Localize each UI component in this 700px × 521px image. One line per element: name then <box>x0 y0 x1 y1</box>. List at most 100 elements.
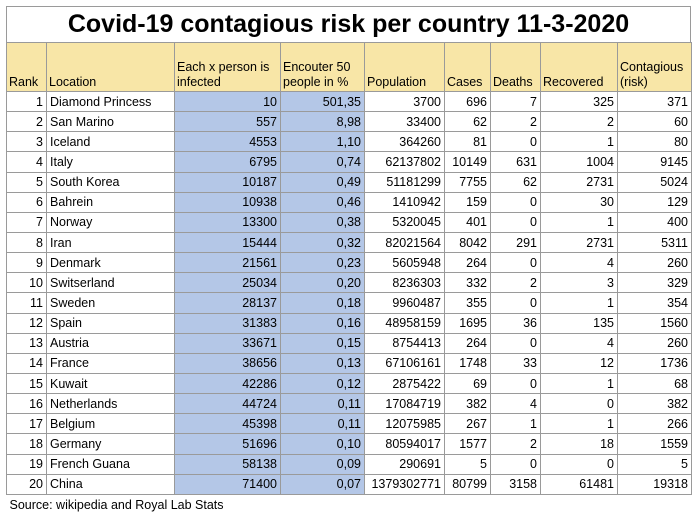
each-x-cell: 33671 <box>174 332 281 354</box>
location-cell: Netherlands <box>46 393 175 415</box>
table-row: 2 San Marino 557 8,98 33400 62 2 2 60 <box>6 111 692 133</box>
deaths-cell: 7 <box>490 90 541 113</box>
encounter-cell: 0,46 <box>280 191 365 213</box>
sheet-title: Covid-19 contagious risk per country 11-… <box>6 6 691 42</box>
contagious-cell: 354 <box>617 292 692 314</box>
recovered-cell: 2731 <box>540 231 618 254</box>
table-row: 15 Kuwait 42286 0,12 2875422 69 0 1 68 <box>6 372 692 395</box>
contagious-cell: 80 <box>617 131 692 153</box>
contagious-cell: 1560 <box>617 312 692 334</box>
deaths-cell: 1 <box>490 413 541 435</box>
population-cell: 17084719 <box>364 393 445 415</box>
deaths-cell: 4 <box>490 393 541 415</box>
deaths-cell: 0 <box>490 191 541 213</box>
encounter-cell: 0,49 <box>280 171 365 193</box>
rank-cell: 13 <box>6 332 47 354</box>
deaths-cell: 291 <box>490 231 541 254</box>
location-cell: Italy <box>46 151 175 173</box>
recovered-cell: 1 <box>540 292 618 314</box>
deaths-cell: 0 <box>490 252 541 274</box>
encounter-cell: 1,10 <box>280 131 365 153</box>
contagious-cell: 5 <box>617 453 692 475</box>
recovered-cell: 4 <box>540 332 618 354</box>
contagious-cell: 68 <box>617 372 692 395</box>
deaths-cell: 2 <box>490 111 541 133</box>
table-row: 18 Germany 51696 0,10 80594017 1577 2 18 1559 <box>6 433 692 455</box>
rank-cell: 7 <box>6 211 47 233</box>
table-row: 1 Diamond Princess 10 501,35 3700 696 7 325 371 <box>6 90 692 113</box>
each-x-cell: 45398 <box>174 413 281 435</box>
rank-cell: 17 <box>6 413 47 435</box>
cases-cell: 382 <box>444 393 491 415</box>
each-x-cell: 10187 <box>174 171 281 193</box>
contagious-cell: 329 <box>617 272 692 294</box>
population-cell: 2875422 <box>364 372 445 395</box>
cases-cell: 10149 <box>444 151 491 173</box>
contagious-cell: 371 <box>617 90 692 113</box>
location-cell: France <box>46 352 175 374</box>
each-x-cell: 557 <box>174 111 281 133</box>
location-cell: Germany <box>46 433 175 455</box>
each-x-cell: 58138 <box>174 453 281 475</box>
deaths-cell: 0 <box>490 211 541 233</box>
location-cell: Norway <box>46 211 175 233</box>
col-header-each-x: Each x person is infected <box>174 42 281 92</box>
recovered-cell: 3 <box>540 272 618 294</box>
contagious-cell: 60 <box>617 111 692 133</box>
table-row: 4 Italy 6795 0,74 62137802 10149 631 1004 9145 <box>6 151 692 173</box>
each-x-cell: 38656 <box>174 352 281 374</box>
encounter-cell: 0,10 <box>280 433 365 455</box>
population-cell: 1379302771 <box>364 473 445 495</box>
recovered-cell: 18 <box>540 433 618 455</box>
each-x-cell: 25034 <box>174 272 281 294</box>
population-cell: 364260 <box>364 131 445 153</box>
deaths-cell: 0 <box>490 292 541 314</box>
cases-cell: 5 <box>444 453 491 475</box>
table-row: 13 Austria 33671 0,15 8754413 264 0 4 260 <box>6 332 692 354</box>
rank-cell: 9 <box>6 252 47 274</box>
recovered-cell: 30 <box>540 191 618 213</box>
table-row: 16 Netherlands 44724 0,11 17084719 382 4 0 382 <box>6 393 692 415</box>
each-x-cell: 10938 <box>174 191 281 213</box>
recovered-cell: 0 <box>540 453 618 475</box>
table-row: 14 France 38656 0,13 67106161 1748 33 12 1736 <box>6 352 692 374</box>
population-cell: 12075985 <box>364 413 445 435</box>
recovered-cell: 135 <box>540 312 618 334</box>
population-cell: 62137802 <box>364 151 445 173</box>
rank-cell: 10 <box>6 272 47 294</box>
recovered-cell: 2 <box>540 111 618 133</box>
cases-cell: 264 <box>444 252 491 274</box>
table-row: 8 Iran 15444 0,32 82021564 8042 291 2731 5311 <box>6 231 692 254</box>
recovered-cell: 61481 <box>540 473 618 495</box>
rank-cell: 4 <box>6 151 47 173</box>
col-header-recovered: Recovered <box>540 42 618 92</box>
location-cell: China <box>46 473 175 495</box>
recovered-cell: 1 <box>540 413 618 435</box>
deaths-cell: 631 <box>490 151 541 173</box>
cases-cell: 80799 <box>444 473 491 495</box>
encounter-cell: 0,18 <box>280 292 365 314</box>
rank-cell: 6 <box>6 191 47 213</box>
population-cell: 51181299 <box>364 171 445 193</box>
sheet: Covid-19 contagious risk per country 11-… <box>6 6 692 515</box>
population-cell: 8236303 <box>364 272 445 294</box>
cases-cell: 696 <box>444 90 491 113</box>
location-cell: French Guana <box>46 453 175 475</box>
encounter-cell: 0,38 <box>280 211 365 233</box>
cases-cell: 1695 <box>444 312 491 334</box>
population-cell: 5605948 <box>364 252 445 274</box>
table-row: 12 Spain 31383 0,16 48958159 1695 36 135 1560 <box>6 312 692 334</box>
population-cell: 82021564 <box>364 231 445 254</box>
location-cell: Austria <box>46 332 175 354</box>
cases-cell: 7755 <box>444 171 491 193</box>
rank-cell: 20 <box>6 473 47 495</box>
table-row: 19 French Guana 58138 0,09 290691 5 0 0 5 <box>6 453 692 475</box>
population-cell: 80594017 <box>364 433 445 455</box>
cases-cell: 264 <box>444 332 491 354</box>
deaths-cell: 62 <box>490 171 541 193</box>
location-cell: Iran <box>46 231 175 254</box>
rank-cell: 3 <box>6 131 47 153</box>
each-x-cell: 21561 <box>174 252 281 274</box>
contagious-cell: 9145 <box>617 151 692 173</box>
table-row: 11 Sweden 28137 0,18 9960487 355 0 1 354 <box>6 292 692 314</box>
